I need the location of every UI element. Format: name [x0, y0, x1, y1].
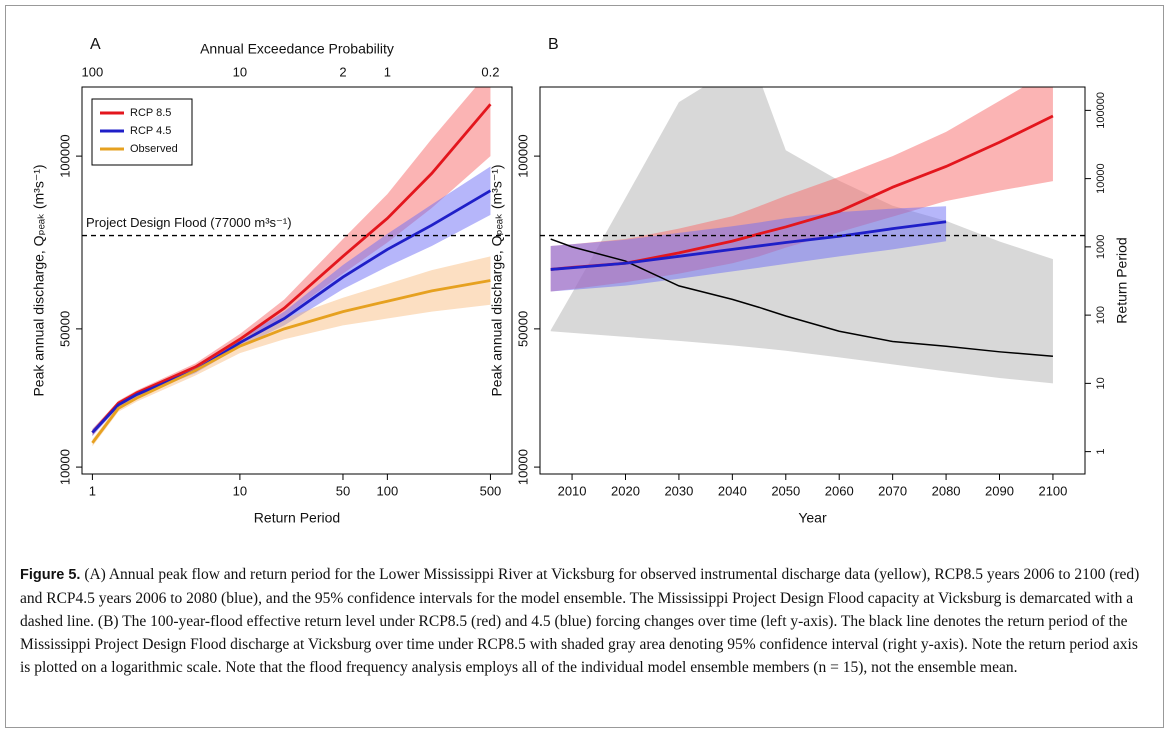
plot-area: [91, 87, 492, 447]
caption: Figure 5. (A) Annual peak flow and retur…: [20, 563, 1150, 679]
y2-tick-label: 10000: [1095, 163, 1107, 194]
confidence-band: [92, 87, 491, 436]
x-tick-label: 50: [336, 483, 350, 498]
series-line: [550, 238, 1054, 357]
x-tick-label: 10: [233, 483, 247, 498]
x2-tick-label: 1: [384, 64, 391, 79]
plot-frame: [539, 86, 1086, 475]
y-tick-label: 100000: [57, 134, 72, 177]
legend-label: RCP 8.5: [130, 107, 171, 119]
confidence-band: [550, 206, 947, 292]
caption-label: Figure 5.: [20, 567, 81, 583]
x-tick-label: 2010: [558, 483, 587, 498]
confidence-band: [92, 166, 491, 436]
confidence-band: [92, 256, 491, 447]
x2-tick-label: 10: [233, 64, 247, 79]
series-line: [91, 279, 491, 444]
reference-label: Project Design Flood (77000 m³s⁻¹): [86, 215, 292, 230]
y2-tick-label: 1: [1095, 449, 1107, 455]
caption-text: (A) Annual peak flow and return period f…: [20, 566, 1140, 676]
y2-tick-label: 10: [1095, 377, 1107, 389]
y-tick-label: 50000: [515, 311, 530, 347]
y-tick-label: 50000: [57, 311, 72, 347]
x-axis-title: Year: [798, 510, 827, 526]
x-tick-label: 2080: [932, 483, 961, 498]
x-tick-label: 500: [480, 483, 502, 498]
y2-axis-title: Return Period: [1114, 237, 1130, 323]
series-line: [91, 189, 492, 434]
plot-frame: [81, 86, 513, 475]
y-axis-title: Peak annual discharge, Qₚₑₐₖ (m³s⁻¹): [489, 164, 505, 396]
x2-tick-label: 2: [339, 64, 346, 79]
figure: Project Design Flood (77000 m³s⁻¹) 1 10 50 1…: [31, 36, 1130, 526]
x2-tick-label: 100: [82, 64, 104, 79]
x-tick-label: 2030: [664, 483, 693, 498]
y-axis-title: Peak annual discharge, Qₚₑₐₖ (m³s⁻¹): [31, 164, 47, 396]
x-tick-label: 1: [89, 483, 96, 498]
x-tick-label: 2040: [718, 483, 747, 498]
x-tick-label: 2090: [985, 483, 1014, 498]
figure-frame: [5, 5, 1164, 728]
y2-tick-label: 100: [1095, 306, 1107, 324]
y2-tick-label: 1000: [1095, 235, 1107, 259]
x-tick-label: 2070: [878, 483, 907, 498]
legend-label: RCP 4.5: [130, 125, 171, 137]
x-axis-title: Return Period: [254, 510, 340, 526]
x-tick-label: 100: [377, 483, 399, 498]
series-line: [550, 220, 947, 271]
x2-tick-label: 0.2: [481, 64, 499, 79]
x-tick-label: 2100: [1038, 483, 1067, 498]
x-tick-label: 2050: [771, 483, 800, 498]
series-line: [91, 103, 492, 434]
y-tick-label: 10000: [515, 449, 530, 485]
y2-tick-label: 100000: [1095, 92, 1107, 129]
y-tick-label: 10000: [57, 449, 72, 485]
legend-label: Observed: [130, 143, 178, 155]
panel-label: A: [90, 36, 101, 53]
panel-label: B: [548, 36, 559, 53]
x-tick-label: 2060: [825, 483, 854, 498]
x-tick-label: 2020: [611, 483, 640, 498]
x2-axis-title: Annual Exceedance Probability: [200, 41, 394, 57]
y-tick-label: 100000: [515, 134, 530, 177]
plot-area: [550, 87, 1054, 384]
